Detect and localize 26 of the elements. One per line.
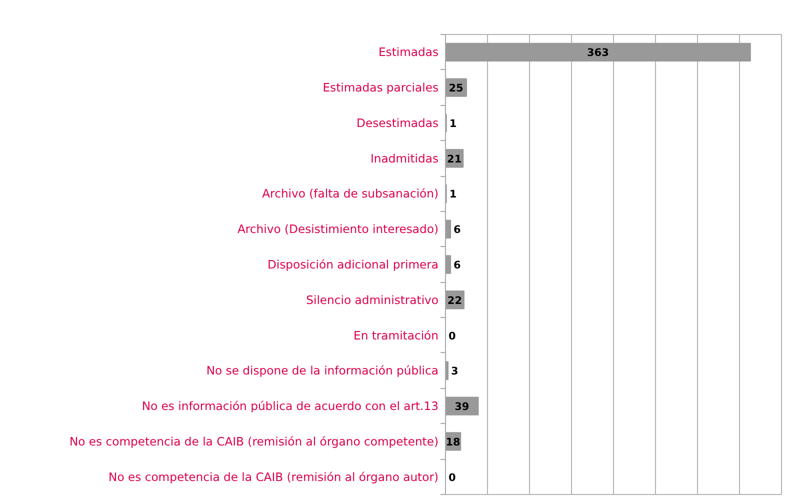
y-tick-label: No es competencia de la CAIB (remisión al órgano competente): [69, 434, 439, 448]
data-label: 0: [448, 330, 456, 342]
y-tick-label: Archivo (falta de subsanación): [262, 186, 438, 201]
y-tick-label: No se dispone de la información pública: [206, 364, 439, 378]
y-tick-label: Inadmitidas: [370, 151, 439, 166]
data-label: 1: [449, 118, 457, 130]
data-label: 21: [447, 153, 462, 166]
data-label: 3: [451, 366, 458, 378]
data-label: 18: [446, 436, 460, 448]
y-tick-label: Disposición adicional primera: [268, 258, 439, 272]
data-label: 0: [448, 472, 456, 484]
y-tick-label: Estimadas: [378, 45, 439, 60]
data-label: 22: [447, 294, 462, 307]
data-label: 6: [454, 224, 461, 236]
y-tick-label: Estimadas parciales: [322, 80, 439, 95]
y-tick-label: Silencio administrativo: [306, 292, 439, 307]
y-tick-label: Desestimadas: [356, 116, 439, 130]
y-tick-label: No es competencia de la CAIB (remisión al órgano autor): [108, 470, 439, 484]
data-label: 1: [449, 188, 457, 201]
y-tick-label: Archivo (Desistimiento interesado): [237, 222, 439, 236]
y-tick-label: En tramitación: [354, 328, 439, 342]
data-label: 6: [454, 260, 461, 272]
data-label: 363: [587, 47, 609, 60]
data-label: 39: [454, 401, 470, 414]
y-tick-label: No es información pública de acuerdo con el art.13: [142, 399, 439, 414]
data-label: 25: [448, 82, 464, 95]
